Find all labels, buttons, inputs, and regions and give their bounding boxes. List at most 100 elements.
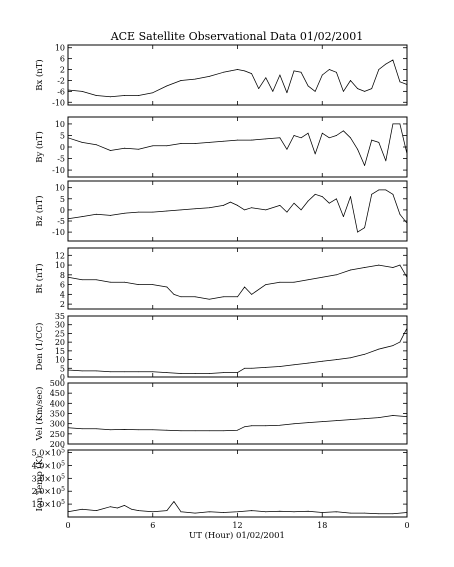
data-point	[67, 89, 69, 91]
data-point	[307, 422, 309, 424]
data-point	[222, 430, 224, 432]
data-point	[258, 88, 260, 90]
data-point	[95, 510, 97, 511]
y-tick-label: 3.0×105	[32, 473, 66, 483]
y-tick-label: -10	[52, 166, 65, 175]
series-line	[67, 264, 408, 300]
data-point	[335, 359, 337, 360]
data-point	[166, 210, 168, 212]
series-line	[67, 415, 408, 432]
y-axis-label: Bz (nT)	[34, 195, 45, 226]
data-point	[279, 424, 281, 426]
data-point	[364, 512, 366, 514]
y-tick-label: 20	[55, 338, 65, 347]
y-tick-label: -6	[57, 87, 65, 96]
data-point	[406, 276, 408, 278]
data-point	[293, 281, 295, 283]
y-tick-label: 10	[55, 261, 65, 270]
data-point	[251, 139, 253, 141]
data-point	[279, 74, 281, 76]
data-point	[406, 512, 408, 513]
data-point	[237, 205, 238, 206]
y-tick-label: 1.0×105	[32, 499, 66, 509]
data-point	[350, 80, 351, 81]
data-point	[321, 74, 323, 76]
y-tick-label: 10	[55, 120, 65, 129]
data-point	[321, 196, 323, 197]
data-point	[152, 511, 154, 513]
y-tick-label: 4.0×105	[32, 460, 66, 470]
panel-frame	[67, 449, 408, 518]
data-point	[208, 141, 210, 143]
data-point	[385, 189, 387, 191]
y-tick-label: -10	[52, 98, 65, 107]
data-point	[109, 281, 111, 283]
data-point	[208, 373, 210, 374]
data-point	[237, 69, 238, 70]
data-point	[314, 90, 316, 92]
data-point	[180, 143, 182, 144]
data-point	[131, 508, 132, 510]
data-point	[293, 202, 295, 204]
data-point	[222, 372, 224, 374]
data-point	[350, 512, 351, 514]
data-point	[109, 429, 111, 431]
data-point	[251, 73, 253, 75]
data-point	[152, 92, 154, 94]
data-point	[406, 153, 408, 155]
data-point	[251, 293, 253, 295]
data-point	[208, 511, 210, 513]
data-point	[251, 425, 253, 427]
data-point	[364, 418, 366, 419]
data-point	[335, 420, 337, 422]
x-axis-label: UT (Hour) 01/02/2001	[189, 530, 285, 541]
y-tick-label: 10	[55, 44, 65, 53]
data-point	[81, 279, 83, 281]
data-point	[194, 208, 196, 210]
data-point	[244, 286, 245, 288]
data-point	[265, 77, 267, 79]
data-point	[152, 429, 154, 431]
data-point	[265, 284, 267, 285]
data-point	[343, 130, 344, 132]
data-point	[208, 207, 210, 209]
data-point	[152, 211, 154, 213]
data-point	[173, 293, 175, 295]
data-point	[293, 364, 295, 366]
y-tick-label: 10	[55, 356, 65, 365]
data-point	[67, 137, 69, 139]
y-tick-label: -5	[57, 155, 65, 164]
data-point	[364, 165, 366, 166]
data-point	[194, 512, 196, 514]
data-point	[279, 510, 281, 512]
y-tick-label: -2	[57, 76, 65, 85]
data-point	[109, 150, 111, 151]
data-point	[307, 132, 309, 134]
data-point	[399, 81, 401, 83]
data-point	[222, 71, 224, 73]
data-point	[265, 367, 267, 368]
data-point	[138, 148, 140, 150]
x-tick-label: 0	[404, 521, 409, 530]
data-point	[81, 216, 83, 217]
data-point	[279, 137, 281, 139]
data-point	[222, 140, 224, 142]
y-tick-label: 30	[55, 321, 65, 330]
data-point	[166, 510, 168, 511]
data-point	[124, 428, 125, 430]
data-point	[364, 90, 366, 92]
data-point	[399, 264, 401, 266]
data-point	[378, 513, 380, 515]
data-point	[350, 357, 351, 359]
data-point	[166, 145, 168, 147]
y-tick-label: 4	[60, 290, 65, 299]
data-point	[95, 144, 97, 146]
y-tick-label: 6	[60, 55, 65, 64]
data-point	[307, 362, 309, 364]
y-tick-label: -5	[57, 217, 65, 226]
data-point	[335, 135, 337, 136]
data-point	[279, 366, 281, 367]
data-point	[314, 153, 316, 155]
y-tick-label: 2	[60, 300, 65, 309]
